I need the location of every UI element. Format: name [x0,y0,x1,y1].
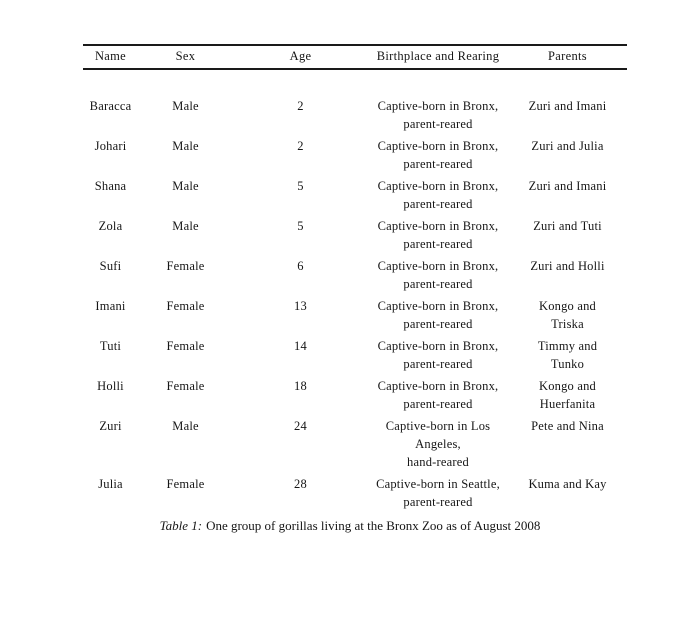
table-row: Sufi Female 6 Captive-born in Bronx, parent… [83,257,627,297]
table-cell-age: 5 [297,219,304,233]
table-cell-name: Zola [98,219,123,233]
table-row: Zola Male 5 Captive-born in Bronx, parent-r… [83,217,627,257]
table-cell-parents: Pete and Nina [531,419,604,433]
table-cell-age: 13 [294,299,307,313]
table-row: Julia Female 28 Captive-born in Seattle, pa… [83,475,627,515]
table-cell-birthplace: Captive-born in Bronx, parent-reared [377,339,499,371]
table-cell-sex: Male [172,179,199,193]
table-cell-age: 6 [297,259,304,273]
table-body: Baracca Male 2 Captive-born in Bronx, paren… [83,69,627,515]
table-cell-age: 14 [294,339,307,353]
column-header-birthplace: Birthplace and Rearing [368,44,508,70]
table-row: Holli Female 18 Captive-born in Bronx, pare… [83,377,627,417]
table-cell-parents: Zuri and Tuti [533,219,602,233]
table-cell-sex: Female [166,339,205,353]
table-caption-label: Table 1: [159,518,203,533]
table-row: Johari Male 2 Captive-born in Bronx, parent… [83,137,627,177]
table-cell-birthplace: Captive-born in Los Angeles, hand-reared [385,419,491,469]
table-cell-parents: Kongo and Huerfanita [538,379,596,411]
table-cell-parents: Kuma and Kay [528,477,607,491]
table-cell-birthplace: Captive-born in Bronx, parent-reared [377,219,499,251]
table-cell-age: 28 [294,477,307,491]
table-cell-sex: Female [166,299,205,313]
table-cell-birthplace: Captive-born in Seattle, parent-reared [376,477,500,509]
table-cell-age: 18 [294,379,307,393]
table-cell-name: Julia [98,477,123,491]
table-cell-birthplace: Captive-born in Bronx, parent-reared [377,99,499,131]
table-cell-sex: Female [166,379,205,393]
table-header-row: Name Sex Age Birthplace and Rearing Pare… [83,44,627,70]
table-cell-birthplace: Captive-born in Bronx, parent-reared [377,139,499,171]
column-header-age: Age [233,44,368,70]
table-cell-age: 24 [294,419,307,433]
column-header-sex: Sex [138,44,233,70]
table-cell-sex: Male [172,219,199,233]
table-cell-parents: Zuri and Holli [530,259,605,273]
table-caption: Table 1: One group of gorillas living at … [0,518,700,534]
table-row: Tuti Female 14 Captive-born in Bronx, paren… [83,337,627,377]
table-cell-age: 2 [297,139,304,153]
table-cell-sex: Male [172,419,199,433]
table-cell-sex: Male [172,139,199,153]
table-cell-name: Johari [94,139,127,153]
column-header-parents: Parents [508,44,627,70]
gorilla-table: Name Sex Age Birthplace and Rearing Pare… [83,44,627,515]
table-cell-name: Holli [97,379,124,393]
table-cell-name: Shana [94,179,127,193]
table-cell-parents: Zuri and Julia [531,139,604,153]
table-cell-sex: Female [166,477,205,491]
table-cell-age: 2 [297,99,304,113]
table-cell-parents: Timmy and Tunko [537,339,598,371]
table-cell-parents: Zuri and Imani [528,99,607,113]
table-cell-birthplace: Captive-born in Bronx, parent-reared [377,299,499,331]
table-cell-birthplace: Captive-born in Bronx, parent-reared [377,259,499,291]
table-cell-birthplace: Captive-born in Bronx, parent-reared [377,379,499,411]
table-cell-name: Tuti [99,339,122,353]
table-cell-name: Imani [95,299,126,313]
table-cell-sex: Male [172,99,199,113]
table-row: Zuri Male 24 Captive-born in Los Angeles, h… [83,417,627,475]
table-row: Shana Male 5 Captive-born in Bronx, parent-… [83,177,627,217]
table-header: Name Sex Age Birthplace and Rearing Pare… [83,44,627,70]
table-cell-birthplace: Captive-born in Bronx, parent-reared [377,179,499,211]
table-cell-parents: Kongo and Triska [538,299,596,331]
table-row: Imani Female 13 Captive-born in Bronx, pare… [83,297,627,337]
table-cell-sex: Female [166,259,205,273]
table-cell-parents: Zuri and Imani [528,179,607,193]
table-cell-name: Sufi [99,259,122,273]
table-cell-name: Zuri [99,419,122,433]
table-row: Baracca Male 2 Captive-born in Bronx, paren… [83,69,627,137]
table-caption-text: One group of gorillas living at the Bron… [206,518,541,533]
column-header-name: Name [83,44,138,70]
table-cell-name: Baracca [89,99,132,113]
table-cell-age: 5 [297,179,304,193]
